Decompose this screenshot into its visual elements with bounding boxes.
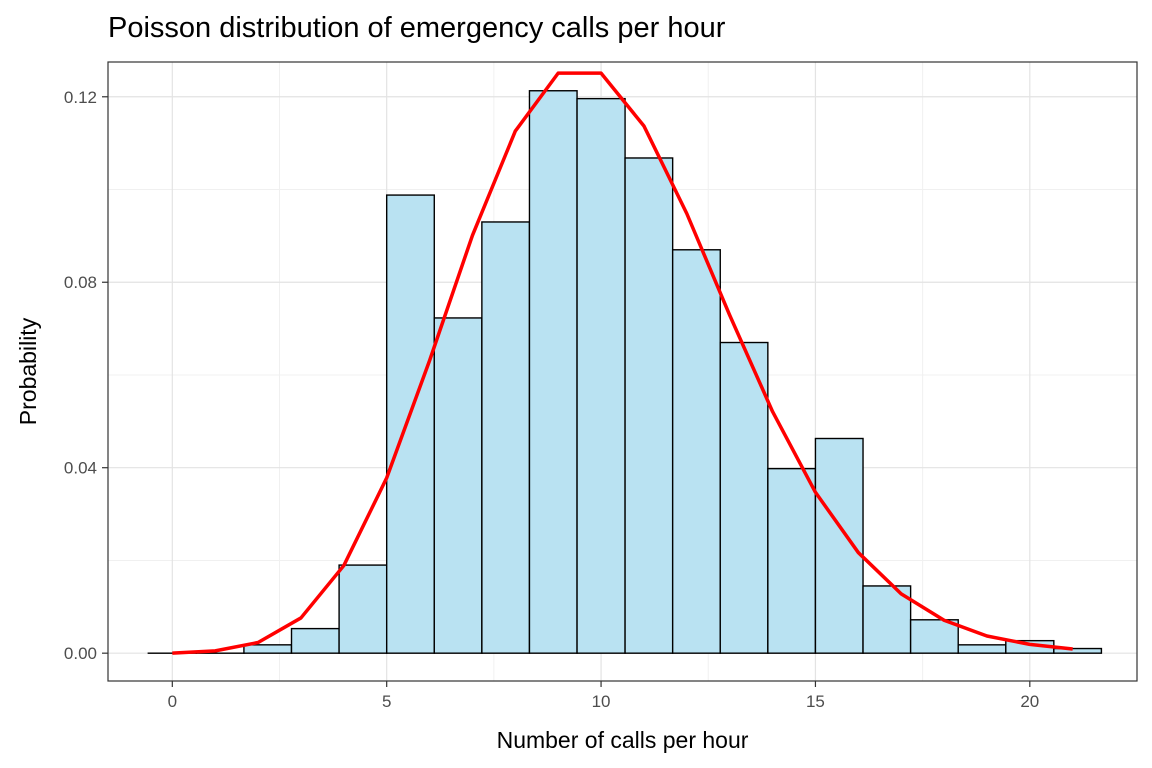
histogram-bar: [624, 157, 674, 654]
x-tick-label: 15: [806, 692, 825, 711]
axes: 0 5 10 15 20 0.00 0.04 0.08 0.12: [64, 88, 1039, 711]
panel-border: [107, 61, 1138, 682]
histogram-bar: [909, 619, 959, 654]
histogram-bar: [338, 564, 388, 654]
poisson-pmf-line: [172, 71, 1073, 655]
x-tick-label: 5: [382, 692, 391, 711]
histogram-bars: [147, 90, 1103, 654]
histogram-bar: [385, 194, 435, 654]
histogram-bar: [290, 627, 340, 654]
histogram-bar: [433, 317, 483, 654]
y-axis-title: Probability: [15, 317, 41, 425]
x-tick-label: 20: [1020, 692, 1039, 711]
y-tick-label: 0.12: [64, 88, 97, 107]
chart-title: Poisson distribution of emergency calls …: [108, 12, 726, 44]
histogram-bar: [481, 221, 531, 654]
y-tick-label: 0.08: [64, 273, 97, 292]
histogram-bar: [1053, 647, 1103, 654]
x-tick-label: 10: [592, 692, 611, 711]
histogram-bar: [671, 249, 721, 654]
y-tick-label: 0.00: [64, 644, 97, 663]
density-line: [172, 71, 1073, 655]
histogram-bar: [957, 644, 1007, 654]
histogram-bar: [243, 644, 293, 654]
x-tick-label: 0: [168, 692, 177, 711]
y-tick-label: 0.04: [64, 459, 97, 478]
histogram-bar: [767, 467, 817, 654]
histogram-bar: [576, 97, 626, 654]
histogram-bar: [528, 90, 578, 654]
histogram-bar: [814, 437, 864, 654]
x-axis-title: Number of calls per hour: [497, 727, 749, 753]
histogram-bar: [719, 341, 769, 654]
